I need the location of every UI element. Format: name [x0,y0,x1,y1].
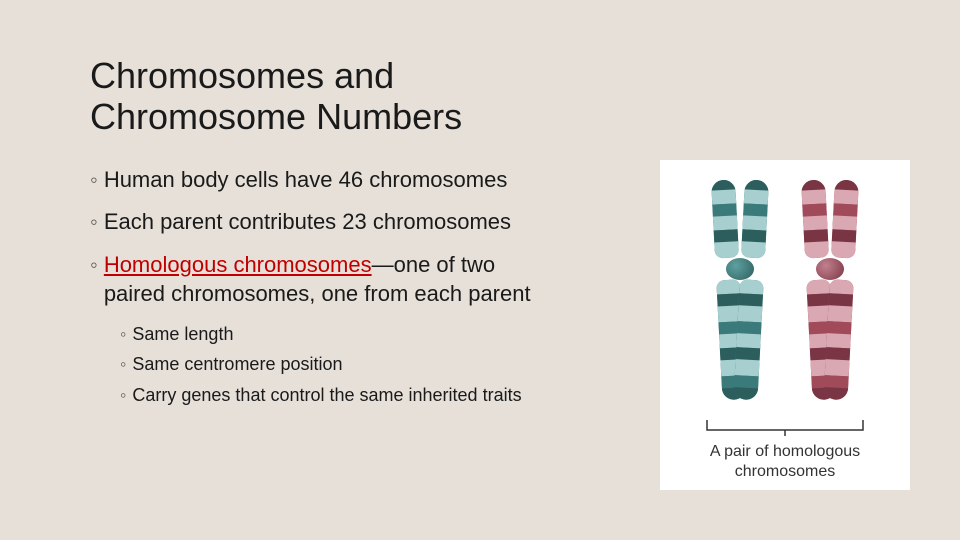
chromosome-band [825,359,850,376]
chromosome-band [713,215,738,230]
subbullet-text: Carry genes that control the same inheri… [132,383,560,407]
figure-caption: A pair of homologous chromosomes [660,442,910,482]
chromatid [835,179,859,180]
chromatid-arm [734,279,764,400]
text-content: Chromosomes and Chromosome Numbers ◦ Hum… [90,55,560,413]
chromosome-band [804,241,829,258]
bullet-marker: ◦ [90,166,98,195]
bullet-item: ◦ Human body cells have 46 chromosomes [90,166,560,195]
chromosome-band [806,279,831,294]
chromosome-band [744,189,769,204]
chromatid-arm [824,279,854,400]
chromosome-band [831,241,856,258]
chromosome-band [742,215,767,230]
chromatid-arm [711,179,739,258]
chromosome-band [741,241,766,258]
chromatid-arm [741,179,769,258]
chromosome-band [738,305,763,322]
bullet-marker: ◦ [120,352,126,376]
bullet-item: ◦ Each parent contributes 23 chromosomes [90,208,560,237]
chromosome-band [716,279,741,294]
right-chromosome [795,180,865,400]
bullet-marker: ◦ [90,251,98,308]
chromatid-arm [801,179,829,258]
chromosome-band [803,215,828,230]
chromosome-band [739,279,764,294]
bullet-text: Each parent contributes 23 chromosomes [104,208,560,237]
left-chromosome [705,180,775,400]
chromosome-band [834,189,859,204]
bullet-marker: ◦ [90,208,98,237]
chromatid [745,179,769,180]
bracket-icon [705,418,865,436]
caption-line: chromosomes [735,463,835,480]
subbullet-item: ◦ Same length [120,322,560,346]
chromosome-band [735,359,760,376]
chromosome-pair [705,180,865,410]
chromosome-band [712,189,737,204]
chromosome-band [824,387,849,400]
chromosome-figure: A pair of homologous chromosomes [660,160,910,490]
chromatid-arm [831,179,859,258]
bullet-marker: ◦ [120,383,126,407]
chromosome-band [734,387,759,400]
chromatid [711,179,735,180]
chromosome-band [828,305,853,322]
chromosome-band [832,215,857,230]
chromosome-band [829,279,854,294]
bullet-text: Human body cells have 46 chromosomes [104,166,560,195]
bullet-marker: ◦ [120,322,126,346]
subbullet-item: ◦ Same centromere position [120,352,560,376]
subbullet-text: Same length [132,322,560,346]
bullet-item: ◦ Homologous chromosomes—one of two pair… [90,251,560,308]
chromosome-band [802,189,827,204]
chromosome-band [826,333,851,348]
chromosome-band [714,241,739,258]
subbullet-item: ◦ Carry genes that control the same inhe… [120,383,560,407]
key-term: Homologous chromosomes [104,252,372,277]
subbullet-text: Same centromere position [132,352,560,376]
chromatid [801,179,825,180]
chromosome-band [736,333,761,348]
caption-line: A pair of homologous [710,443,860,460]
slide-title: Chromosomes and Chromosome Numbers [90,55,560,138]
centromere [726,258,754,280]
centromere [816,258,844,280]
bullet-text: Homologous chromosomes—one of two paired… [104,251,560,308]
